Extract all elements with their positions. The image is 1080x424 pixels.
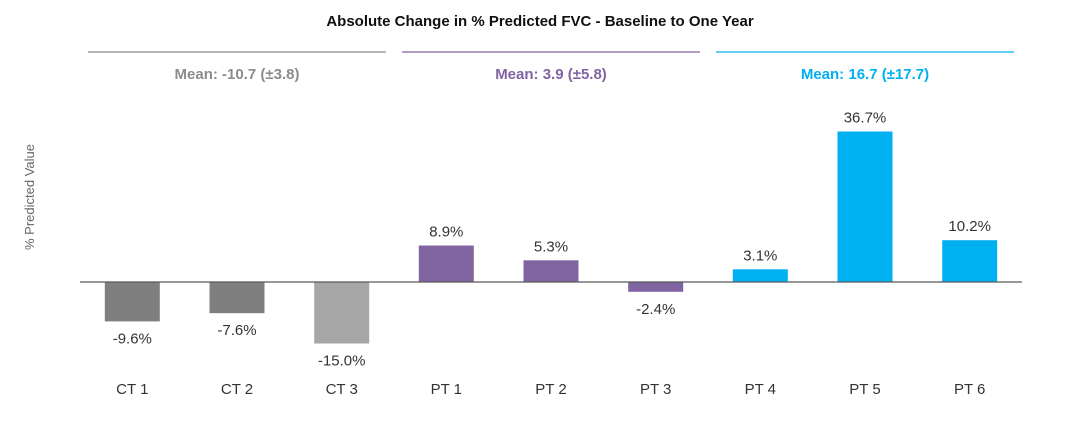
x-tick-pt-5: PT 5: [849, 381, 880, 398]
data-label-ct-1: -9.6%: [113, 330, 152, 347]
x-tick-pt-1: PT 1: [431, 381, 462, 398]
data-label-pt-5: 36.7%: [844, 110, 887, 127]
x-tick-ct-2: CT 2: [221, 381, 253, 398]
data-label-ct-3: -15.0%: [318, 353, 366, 370]
data-label-pt-2: 5.3%: [534, 238, 568, 255]
bar-ct-1: [104, 282, 160, 322]
bar-pt-1: [418, 245, 474, 282]
group-annotations: Mean: -10.7 (±3.8) Mean: 3.9 (±5.8) Mean: …: [88, 51, 1014, 83]
x-tick-pt-6: PT 6: [954, 381, 985, 398]
group-mean-label-3: Mean: 16.7 (±17.7): [801, 66, 929, 83]
bar-pt-2: [523, 260, 579, 282]
x-tick-ct-1: CT 1: [116, 381, 148, 398]
y-axis-label: % Predicted Value: [22, 144, 37, 250]
x-tick-pt-2: PT 2: [535, 381, 566, 398]
bars: [104, 131, 998, 344]
chart-title: Absolute Change in % Predicted FVC - Bas…: [326, 13, 753, 30]
bar-ct-3: [314, 282, 370, 344]
group-mean-label-1: Mean: -10.7 (±3.8): [175, 66, 300, 83]
data-label-pt-3: -2.4%: [636, 301, 675, 318]
data-label-pt-6: 10.2%: [948, 218, 991, 235]
x-tick-pt-3: PT 3: [640, 381, 671, 398]
data-label-ct-2: -7.6%: [217, 322, 256, 339]
bar-pt-4: [732, 269, 788, 282]
x-tick-ct-3: CT 3: [326, 381, 358, 398]
data-label-pt-1: 8.9%: [429, 224, 463, 241]
x-axis-ticks: CT 1 CT 2 CT 3 PT 1 PT 2 PT 3 PT 4 PT 5 PT 6: [116, 381, 985, 398]
group-mean-label-2: Mean: 3.9 (±5.8): [495, 66, 607, 83]
data-label-pt-4: 3.1%: [743, 247, 777, 264]
bar-ct-2: [209, 282, 265, 314]
x-tick-pt-4: PT 4: [745, 381, 776, 398]
bar-pt-5: [837, 131, 893, 282]
data-labels: -9.6% -7.6% -15.0% 8.9% 5.3% -2.4% 3.1% 36.7% 10…: [113, 110, 991, 370]
bar-pt-3: [628, 282, 684, 292]
bar-pt-6: [942, 240, 998, 282]
